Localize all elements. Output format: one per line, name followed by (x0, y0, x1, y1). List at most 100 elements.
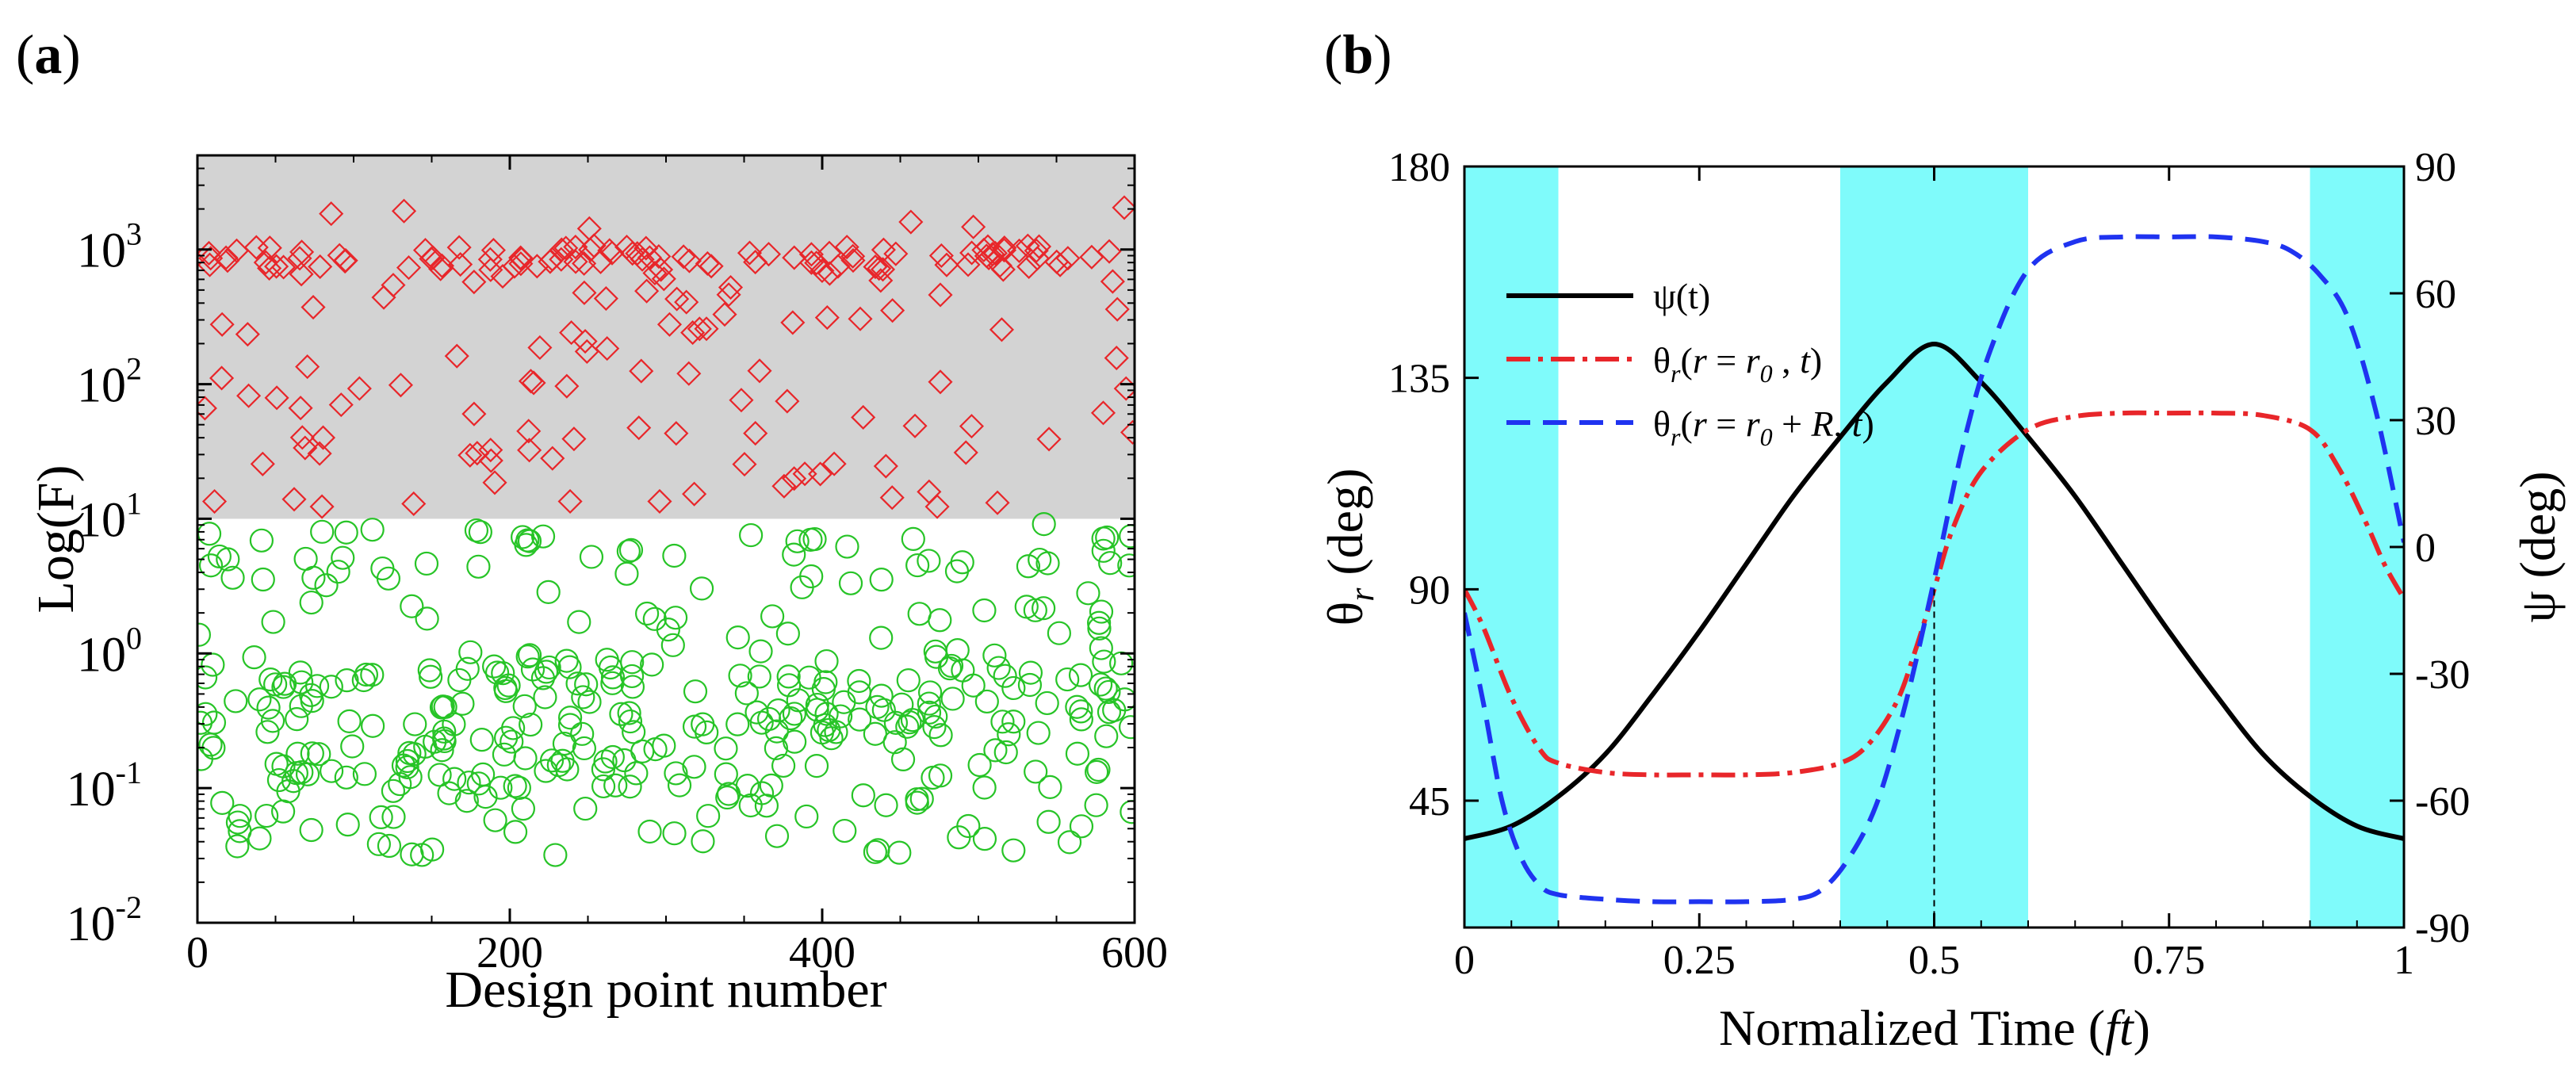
scatter-point-green-circle (483, 808, 507, 832)
scatter-point-green-circle (982, 643, 1007, 667)
scatter-point-red-diamond (281, 487, 307, 512)
scatter-point-green-circle (1068, 663, 1093, 687)
scatter-point-red-diamond (647, 488, 672, 514)
scatter-point-green-circle (376, 566, 401, 591)
scatter-point-green-circle (263, 672, 288, 697)
scatter-point-green-circle (1089, 636, 1113, 660)
scatter-point-green-circle (271, 754, 296, 778)
scatter-point-red-diamond (782, 466, 807, 492)
scatter-point-red-diamond (420, 245, 446, 270)
scatter-point-green-circle (689, 576, 714, 601)
scatter-point-red-diamond (1104, 296, 1130, 322)
panel-b-label: (b) (1324, 25, 1392, 86)
scatter-point-green-circle (228, 819, 252, 843)
scatter-point-green-circle (782, 702, 807, 726)
scatter-point-red-diamond (429, 253, 455, 278)
scatter-point-green-circle (974, 689, 999, 714)
scatter-point-red-diamond (780, 310, 806, 335)
scatter-point-red-diamond (1112, 195, 1135, 220)
scatter-point-green-circle (663, 606, 688, 630)
scatter-point-green-circle (337, 709, 362, 733)
scatter-point-red-diamond (879, 485, 905, 511)
scatter-point-green-circle (961, 673, 986, 698)
scatter-point-green-circle (1098, 551, 1123, 576)
scatter-point-green-circle (662, 543, 687, 568)
scatter-point-green-circle (515, 645, 540, 669)
scatter-point-green-circle (725, 625, 750, 650)
scatter-point-green-circle (361, 713, 385, 738)
left-y-tick-label: 135 (1388, 357, 1450, 402)
scatter-point-red-diamond (718, 274, 744, 300)
scatter-point-red-diamond (1024, 238, 1049, 263)
scatter-point-green-circle (600, 744, 625, 770)
scatter-point-green-circle (482, 654, 507, 679)
scatter-point-red-diamond (873, 453, 898, 479)
right-y-tick-label: 60 (2415, 272, 2456, 317)
scatter-point-red-diamond (743, 250, 768, 275)
scatter-point-green-circle (354, 662, 379, 687)
scatter-point-green-circle (1089, 599, 1114, 624)
scatter-point-red-diamond (614, 235, 640, 260)
scatter-point-red-diamond (810, 258, 835, 284)
scatter-point-red-diamond (1100, 269, 1125, 294)
scatter-point-green-circle (397, 740, 422, 765)
scatter-point-red-diamond (461, 270, 487, 295)
scatter-point-green-circle (201, 652, 225, 677)
scatter-point-red-diamond (388, 373, 413, 398)
scatter-point-green-circle (431, 726, 457, 751)
y-tick-label: 102 (77, 351, 142, 413)
scatter-point-green-circle (319, 675, 343, 699)
scatter-point-red-diamond (581, 233, 607, 258)
scatter-point-red-diamond (867, 256, 892, 281)
x-tick-label: 0 (186, 928, 209, 977)
scatter-point-green-circle (320, 759, 344, 783)
scatter-point-green-circle (928, 723, 953, 748)
scatter-point-green-circle (558, 706, 583, 730)
scatter-point-green-circle (381, 805, 406, 829)
scatter-point-green-circle (260, 709, 285, 733)
scatter-point-green-circle (833, 818, 857, 843)
scatter-point-red-diamond (549, 247, 574, 272)
scatter-point-green-circle (783, 729, 807, 754)
scatter-point-red-diamond (391, 198, 417, 224)
scatter-point-green-circle (993, 740, 1018, 765)
x-tick-label: 0.75 (2133, 938, 2205, 983)
scatter-point-green-circle (555, 757, 580, 782)
scatter-point-green-circle (662, 821, 687, 846)
scatter-point-red-diamond (747, 358, 772, 384)
scatter-point-red-diamond (482, 470, 507, 495)
scatter-point-red-diamond (300, 294, 326, 320)
left-y-tick-label: 180 (1388, 145, 1450, 190)
scatter-point-green-circle (896, 668, 921, 693)
scatter-point-green-circle (887, 840, 912, 865)
scatter-point-green-circle (251, 567, 275, 592)
scatter-point-green-circle (454, 789, 479, 813)
scatter-point-green-circle (785, 529, 810, 553)
panel-b: (b) 0 0.25 0.5 0.75 1 45 90 135 180 90 60 30 0 -30 -60… (1317, 25, 2566, 1056)
scatter-point-red-diamond (289, 262, 314, 287)
scatter-point-green-circle (972, 827, 997, 851)
scatter-point-green-circle (197, 665, 218, 690)
scatter-point-red-diamond (593, 285, 618, 312)
scatter-point-green-circle (417, 658, 442, 683)
scatter-point-green-circle (450, 691, 475, 716)
scatter-point-red-diamond (989, 317, 1015, 342)
panel-a: (a) 0 200 400 600 10-2 10-1 100 101 102 103 Desig… (16, 25, 1168, 1019)
scatter-point-green-circle (612, 748, 637, 773)
scatter-point-red-diamond (198, 246, 224, 271)
scatter-point-red-diamond (756, 242, 782, 267)
scatter-point-red-diamond (626, 415, 652, 441)
panel-b-cyan-bands (1464, 166, 2404, 928)
y-tick-label: 103 (77, 216, 142, 278)
scatter-point-green-circle (945, 637, 970, 663)
scatter-point-green-circle (1017, 672, 1043, 698)
scatter-point-green-circle (786, 688, 810, 713)
scatter-point-green-circle (728, 664, 752, 688)
scatter-point-green-circle (797, 665, 821, 690)
scatter-point-green-circle (682, 714, 707, 739)
scatter-point-green-circle (640, 652, 664, 677)
scatter-point-green-circle (1069, 814, 1094, 839)
x-tick-label: 1 (2394, 938, 2414, 983)
scatter-point-green-circle (276, 778, 300, 804)
scatter-point-red-diamond (1026, 234, 1052, 259)
